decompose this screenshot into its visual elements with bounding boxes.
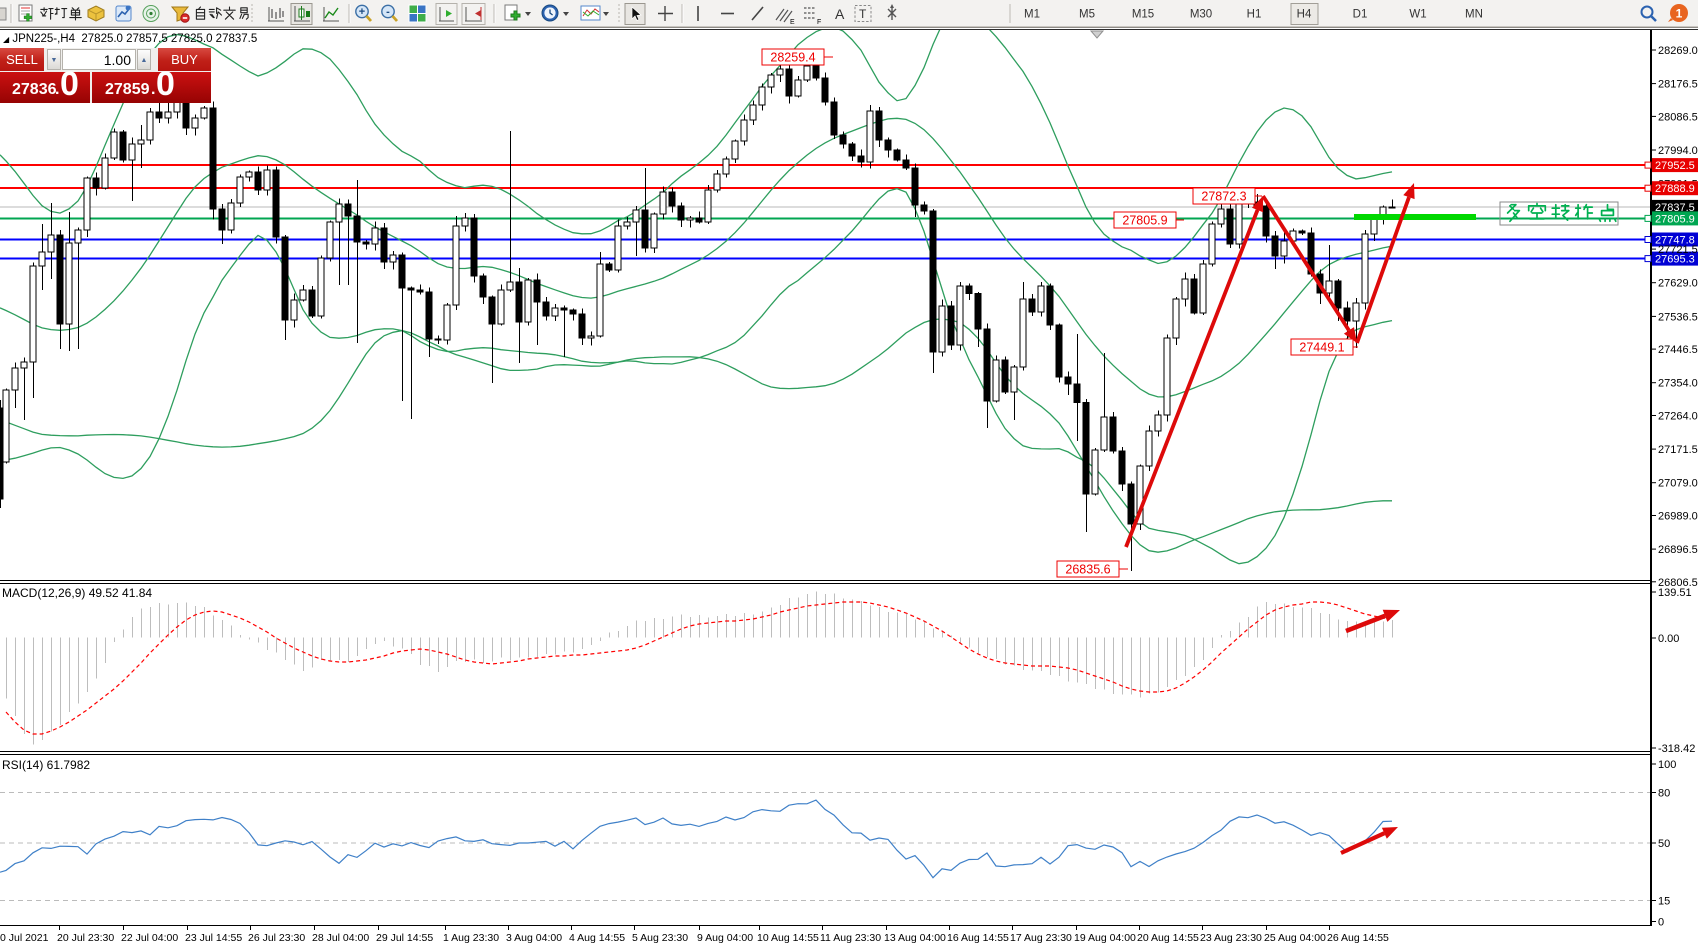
svg-text:M30: M30 [1190, 9, 1212, 21]
svg-text:27805.9: 27805.9 [1122, 214, 1167, 228]
svg-text:27079.0: 27079.0 [1658, 478, 1698, 490]
svg-text:28 Jul 04:00: 28 Jul 04:00 [312, 932, 369, 944]
svg-text:100: 100 [1658, 759, 1676, 771]
svg-text:27747.8: 27747.8 [1655, 235, 1695, 247]
svg-text:28269.0: 28269.0 [1658, 45, 1698, 57]
svg-text:15: 15 [1658, 896, 1670, 908]
svg-text:M1: M1 [1024, 9, 1040, 21]
svg-text:27837.5: 27837.5 [1655, 202, 1695, 214]
svg-text:23 Aug 23:30: 23 Aug 23:30 [1200, 932, 1262, 944]
svg-text:27446.5: 27446.5 [1658, 344, 1698, 356]
svg-text:26 Jul 23:30: 26 Jul 23:30 [248, 932, 305, 944]
svg-text:50: 50 [1658, 838, 1670, 850]
svg-text:27629.0: 27629.0 [1658, 278, 1698, 290]
svg-text:27695.3: 27695.3 [1655, 254, 1695, 266]
svg-text:MN: MN [1465, 9, 1483, 21]
svg-text:+: + [359, 6, 365, 18]
svg-text:22 Jul 04:00: 22 Jul 04:00 [121, 932, 178, 944]
svg-text:20 Aug 14:55: 20 Aug 14:55 [1137, 932, 1199, 944]
svg-text:T: T [859, 7, 867, 21]
svg-text:H1: H1 [1247, 9, 1262, 21]
svg-text:28176.5: 28176.5 [1658, 79, 1698, 91]
svg-text:-318.42: -318.42 [1658, 743, 1695, 755]
svg-text:D1: D1 [1353, 9, 1368, 21]
svg-text:RSI(14) 61.7982: RSI(14) 61.7982 [2, 758, 90, 772]
svg-text:19 Aug 04:00: 19 Aug 04:00 [1074, 932, 1136, 944]
svg-text:1: 1 [1676, 7, 1683, 21]
svg-text:11 Aug 23:30: 11 Aug 23:30 [820, 932, 881, 944]
svg-text:28259.4: 28259.4 [770, 51, 815, 65]
svg-text:25 Aug 04:00: 25 Aug 04:00 [1264, 932, 1326, 944]
svg-text:139.51: 139.51 [1658, 587, 1692, 599]
svg-text:13 Aug 04:00: 13 Aug 04:00 [884, 932, 946, 944]
svg-text:MACD(12,26,9) 49.52 41.84: MACD(12,26,9) 49.52 41.84 [2, 586, 152, 600]
svg-text:26806.5: 26806.5 [1658, 577, 1698, 589]
svg-text:0 Jul 2021: 0 Jul 2021 [0, 932, 49, 944]
svg-text:5 Aug 23:30: 5 Aug 23:30 [632, 932, 688, 944]
svg-text:M5: M5 [1079, 9, 1095, 21]
svg-text:27952.5: 27952.5 [1655, 160, 1695, 172]
svg-text:29 Jul 14:55: 29 Jul 14:55 [376, 932, 433, 944]
svg-text:0.00: 0.00 [1658, 633, 1679, 645]
svg-text:27264.0: 27264.0 [1658, 411, 1698, 423]
svg-text:1 Aug 23:30: 1 Aug 23:30 [443, 932, 499, 944]
svg-text:16 Aug 14:55: 16 Aug 14:55 [947, 932, 1009, 944]
svg-text:80: 80 [1658, 788, 1670, 800]
svg-text:M15: M15 [1132, 9, 1154, 21]
svg-text:27888.9: 27888.9 [1655, 183, 1695, 195]
svg-text:27354.0: 27354.0 [1658, 378, 1698, 390]
svg-text:27721.5: 27721.5 [1658, 244, 1698, 256]
svg-text:H4: H4 [1297, 9, 1312, 21]
svg-text:27536.5: 27536.5 [1658, 311, 1698, 323]
svg-text:A: A [835, 6, 845, 22]
svg-text:W1: W1 [1409, 9, 1426, 21]
svg-text:28086.5: 28086.5 [1658, 111, 1698, 123]
svg-text:F: F [817, 19, 821, 26]
svg-text:17 Aug 23:30: 17 Aug 23:30 [1010, 932, 1072, 944]
svg-text:26835.6: 26835.6 [1065, 563, 1110, 577]
svg-text:27994.0: 27994.0 [1658, 145, 1698, 157]
svg-text:26 Aug 14:55: 26 Aug 14:55 [1327, 932, 1389, 944]
svg-text:10 Aug 14:55: 10 Aug 14:55 [757, 932, 819, 944]
svg-text:26989.0: 26989.0 [1658, 511, 1698, 523]
svg-text:4 Aug 14:55: 4 Aug 14:55 [569, 932, 625, 944]
svg-text:27449.1: 27449.1 [1299, 341, 1344, 355]
svg-text:27872.3: 27872.3 [1201, 190, 1246, 204]
svg-text:23 Jul 14:55: 23 Jul 14:55 [185, 932, 242, 944]
svg-text:3 Aug 04:00: 3 Aug 04:00 [506, 932, 562, 944]
svg-text:0: 0 [1658, 917, 1664, 929]
svg-text:27805.9: 27805.9 [1655, 213, 1695, 225]
svg-text:E: E [790, 19, 795, 26]
svg-text:9 Aug 04:00: 9 Aug 04:00 [697, 932, 753, 944]
svg-text:27171.5: 27171.5 [1658, 444, 1698, 456]
svg-text:20 Jul 23:30: 20 Jul 23:30 [57, 932, 114, 944]
svg-text:26896.5: 26896.5 [1658, 544, 1698, 556]
svg-text:-: - [386, 6, 390, 18]
